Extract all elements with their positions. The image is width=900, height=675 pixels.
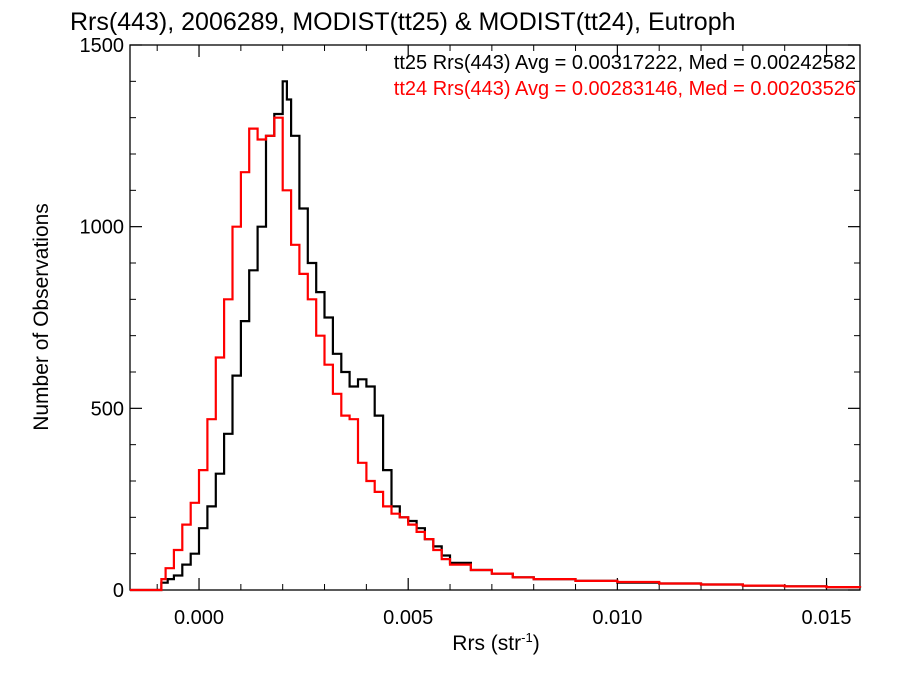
x-tick-label: 0.015 xyxy=(802,607,852,629)
legend-entry-tt24: tt24 Rrs(443) Avg = 0.00283146, Med = 0.… xyxy=(394,78,856,100)
x-tick-label: 0.005 xyxy=(383,607,433,629)
x-tick-label: 0.000 xyxy=(174,607,224,629)
axes: 0.000 0.005 0.010 0.015 0 500 1000 1500 xyxy=(80,35,861,629)
y-tick-label: 0 xyxy=(113,580,124,602)
legend-entry-tt25: tt25 Rrs(443) Avg = 0.00317222, Med = 0.… xyxy=(394,52,856,74)
y-axis-label: Number of Observations xyxy=(30,203,53,431)
x-axis-label: Rrs (str-1) xyxy=(452,630,539,655)
series-line-tt24 xyxy=(130,116,862,592)
y-tick-label: 1000 xyxy=(80,217,125,239)
chart-title: Rrs(443), 2006289, MODIST(tt25) & MODIST… xyxy=(70,8,736,36)
series-line-tt25 xyxy=(130,80,862,592)
x-tick-label: 0.010 xyxy=(592,607,642,629)
y-tick-label: 1500 xyxy=(80,35,125,57)
series-layer xyxy=(130,80,862,592)
y-tick-label: 500 xyxy=(91,398,124,420)
plot-frame xyxy=(129,44,861,591)
legend: tt25 Rrs(443) Avg = 0.00317222, Med = 0.… xyxy=(394,52,856,100)
